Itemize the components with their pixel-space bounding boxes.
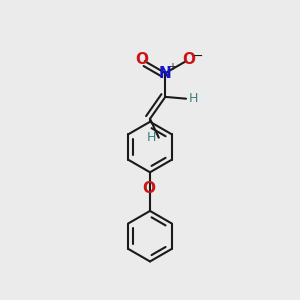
Text: N: N [159,66,172,81]
Text: H: H [147,131,156,144]
Text: +: + [168,61,176,72]
Text: H: H [189,92,198,105]
Text: −: − [193,50,203,63]
Text: O: O [135,52,148,67]
Text: O: O [182,52,195,67]
Text: O: O [142,181,156,196]
